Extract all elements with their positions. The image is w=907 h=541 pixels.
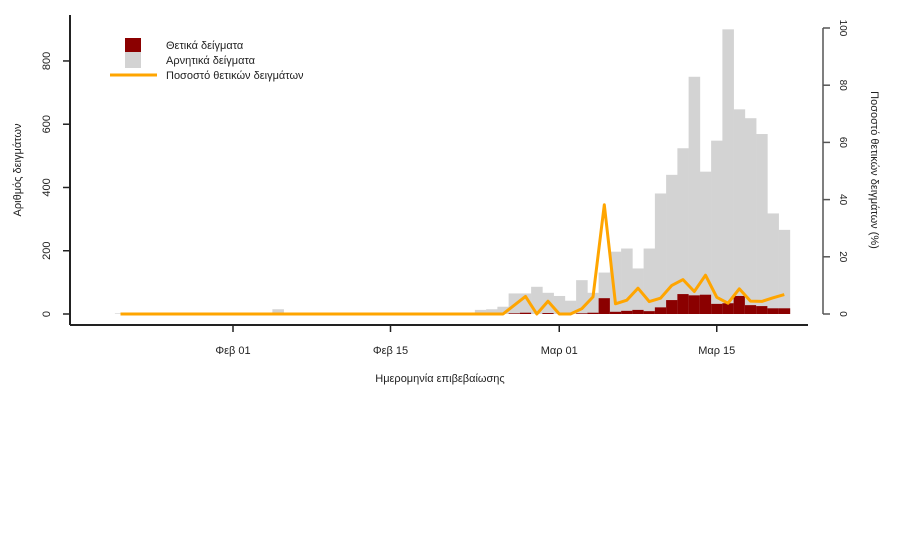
bar-positive-03-10 <box>654 307 667 314</box>
bar-negative-02-25 <box>497 306 509 314</box>
bar-negative-03-14 <box>699 171 712 314</box>
x-tick-label: Φεβ 15 <box>373 345 408 357</box>
bar-positive-03-15 <box>711 303 723 314</box>
bar-negative-02-28 <box>531 286 543 314</box>
bar-negative-03-08 <box>632 268 644 314</box>
right-tick-label: 80 <box>837 80 848 92</box>
right-tick-label: 100 <box>837 20 848 37</box>
left-ticks: 0 200 400 600 800 <box>41 52 70 317</box>
bar-positive-03-16 <box>722 303 734 314</box>
bar-negative-03-09 <box>643 248 656 314</box>
bar-negative-03-12 <box>677 148 689 314</box>
legend-negative-label: Αρνητικά δείγματα <box>166 55 256 67</box>
bar-negative-03-16 <box>722 29 734 315</box>
bars-group <box>114 29 791 315</box>
bar-positive-03-17 <box>733 295 746 314</box>
bar-negative-03-07 <box>621 248 633 314</box>
bar-negative-03-05 <box>598 272 611 314</box>
bar-positive-03-11 <box>666 300 678 314</box>
right-ticks: 0 20 40 60 80 100 <box>823 20 848 317</box>
x-tick-label: Μαρ 01 <box>541 345 578 357</box>
right-tick-label: 20 <box>837 251 848 263</box>
bar-positive-03-18 <box>744 305 757 314</box>
y-axis-right-label: Ποσοστό θετικών δειγμάτων (%) <box>868 91 880 249</box>
left-tick-label: 400 <box>41 178 53 196</box>
right-tick-label: 0 <box>837 311 848 317</box>
bar-positive-02-27 <box>519 312 532 314</box>
legend-positive-swatch <box>125 38 141 52</box>
bar-positive-03-06 <box>609 311 622 314</box>
legend: Θετικά δείγματα Αρνητικά δείγματα Ποσοστ… <box>110 38 304 82</box>
right-tick-label: 60 <box>837 137 848 149</box>
bar-negative-03-06 <box>609 251 622 314</box>
left-tick-label: 800 <box>41 52 53 70</box>
bar-positive-03-05 <box>598 298 611 314</box>
left-tick-label: 600 <box>41 115 53 133</box>
bar-negative-03-11 <box>666 174 678 314</box>
bar-positive-03-21 <box>778 308 791 314</box>
bar-negative-03-15 <box>711 140 723 314</box>
x-ticks: Φεβ 01 Φεβ 15 Μαρ 01 Μαρ 15 <box>215 325 735 357</box>
percent-line <box>120 203 785 316</box>
right-tick-label: 40 <box>837 194 848 206</box>
bar-positive-03-09 <box>643 311 656 314</box>
x-axis-label: Ημερομηνία επιβεβαίωσης <box>375 373 504 385</box>
bar-negative-03-19 <box>756 134 768 314</box>
bar-negative-03-17 <box>733 109 746 314</box>
bar-negative-03-21 <box>778 229 791 314</box>
bar-positive-03-07 <box>621 310 633 314</box>
y-axis-label: Αριθμός δειγμάτων <box>12 123 24 216</box>
bar-negative-02-27 <box>519 293 532 314</box>
left-tick-label: 200 <box>41 242 53 260</box>
bar-positive-03-20 <box>767 308 779 314</box>
bar-negative-03-02 <box>564 300 577 314</box>
bar-negative-03-18 <box>744 118 757 314</box>
bar-negative-02-23 <box>474 309 487 314</box>
legend-positive-label: Θετικά δείγματα <box>166 40 244 52</box>
bar-negative-03-20 <box>767 213 779 314</box>
x-tick-label: Φεβ 01 <box>215 345 250 357</box>
bar-negative-03-10 <box>654 193 667 314</box>
bar-positive-03-14 <box>699 294 712 314</box>
left-tick-label: 0 <box>41 311 53 317</box>
bar-negative-03-13 <box>688 76 701 315</box>
x-tick-label: Μαρ 15 <box>698 345 735 357</box>
bar-negative-02-24 <box>486 309 498 314</box>
bar-positive-03-19 <box>756 306 768 314</box>
bar-negative-03-04 <box>587 292 599 314</box>
bar-positive-03-12 <box>677 294 689 314</box>
bar-positive-03-08 <box>632 309 644 314</box>
bar-positive-03-13 <box>688 295 701 314</box>
bar-negative-02-05 <box>272 309 284 314</box>
bar-negative-03-01 <box>553 295 566 314</box>
bar-negative-03-03 <box>576 280 588 314</box>
bar-positive-02-26 <box>508 313 521 314</box>
bar-positive-02-29 <box>542 313 554 314</box>
legend-percent-label: Ποσοστό θετικών δειγμάτων <box>166 70 304 82</box>
legend-negative-swatch <box>125 52 141 68</box>
bar-positive-03-04 <box>587 312 599 314</box>
bar-positive-03-03 <box>576 313 588 314</box>
